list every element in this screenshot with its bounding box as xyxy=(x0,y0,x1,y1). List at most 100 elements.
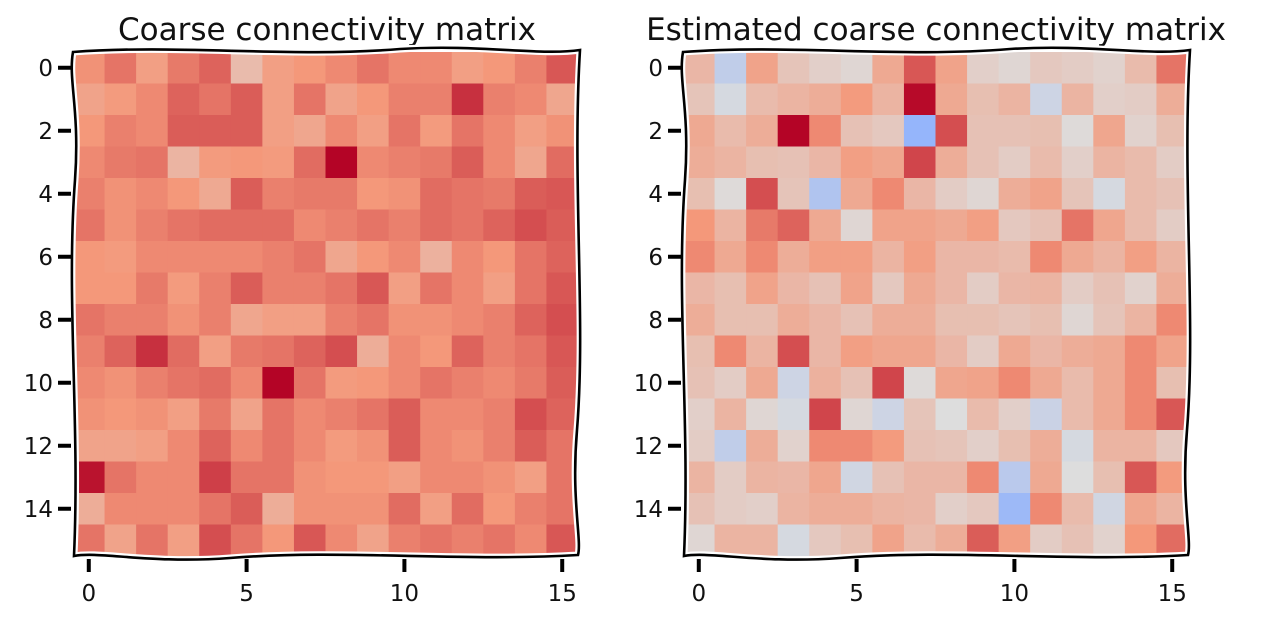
heatmap-cell xyxy=(1030,115,1063,148)
heatmap-cell xyxy=(199,146,232,179)
heatmap-cell xyxy=(262,367,295,400)
heatmap-cell xyxy=(998,335,1031,368)
heatmap-cell xyxy=(514,115,548,148)
heatmap-cell xyxy=(483,367,516,400)
heatmap-cell xyxy=(777,146,810,179)
heatmap-cell xyxy=(1156,83,1189,116)
heatmap-cell xyxy=(388,430,421,463)
heatmap-cell xyxy=(1030,83,1063,116)
heatmap-cell xyxy=(777,209,810,242)
heatmap-cell xyxy=(935,209,968,242)
heatmap-cell xyxy=(809,241,842,274)
heatmap-cell xyxy=(325,461,358,494)
heatmap-cell xyxy=(230,461,263,494)
heatmap-cell xyxy=(1093,178,1126,211)
heatmap-cell xyxy=(1124,304,1158,337)
heatmap-cell xyxy=(1156,241,1189,274)
heatmap-cell xyxy=(935,241,968,274)
y-tick-label: 2 xyxy=(648,119,663,145)
heatmap-cell xyxy=(546,398,579,431)
heatmap-cell xyxy=(998,52,1031,85)
heatmap-cell xyxy=(262,272,295,305)
heatmap-cell xyxy=(809,209,842,242)
heatmap-cell xyxy=(746,115,779,148)
heatmap-cell xyxy=(167,241,200,274)
y-tick-label: 10 xyxy=(634,371,663,397)
heatmap-cell xyxy=(451,52,484,85)
heatmap-cell xyxy=(1124,461,1158,494)
heatmap-cell xyxy=(1030,146,1063,179)
heatmap-cell xyxy=(998,493,1031,526)
heatmap-cell xyxy=(136,398,169,431)
heatmap-cell xyxy=(420,335,453,368)
heatmap-cell xyxy=(714,83,747,116)
heatmap-cell xyxy=(293,335,327,368)
heatmap-cell xyxy=(840,430,873,463)
heatmap-cell xyxy=(777,52,810,85)
heatmap-cell xyxy=(136,52,169,85)
heatmap-cell xyxy=(777,461,810,494)
heatmap-cell xyxy=(1124,178,1158,211)
heatmap-cell xyxy=(514,335,548,368)
heatmap-cell xyxy=(357,83,390,116)
heatmap-cell xyxy=(777,398,810,431)
y-tick-label: 0 xyxy=(648,56,663,82)
heatmap-cell xyxy=(683,241,716,274)
heatmap-cell xyxy=(1156,272,1189,305)
heatmap-cell xyxy=(809,367,842,400)
heatmap-cell xyxy=(714,398,747,431)
heatmap-cell xyxy=(230,367,263,400)
heatmap-cell xyxy=(1030,461,1063,494)
heatmap-cell xyxy=(199,209,232,242)
heatmap-cell xyxy=(199,115,232,148)
heatmap-cell xyxy=(104,241,137,274)
heatmap-cell xyxy=(483,83,516,116)
heatmap-cell xyxy=(357,115,390,148)
y-tick-label: 6 xyxy=(38,245,53,271)
heatmap-cell xyxy=(388,493,421,526)
heatmap-cell xyxy=(967,52,1000,85)
heatmap-cell xyxy=(1124,241,1158,274)
heatmap-cell xyxy=(262,398,295,431)
heatmap-cell xyxy=(420,241,453,274)
heatmap-cell xyxy=(136,83,169,116)
heatmap-cell xyxy=(262,430,295,463)
heatmap-cell xyxy=(1061,524,1094,557)
heatmap-cell xyxy=(325,493,358,526)
x-tick-label: 10 xyxy=(390,581,419,607)
heatmap-cell xyxy=(483,241,516,274)
heatmap-cell xyxy=(388,335,421,368)
heatmap-cell xyxy=(73,304,106,337)
heatmap-cell xyxy=(809,52,842,85)
heatmap-cell xyxy=(483,335,516,368)
heatmap-cell xyxy=(967,335,1000,368)
heatmap-cell xyxy=(546,524,579,557)
heatmap-cell xyxy=(1093,335,1126,368)
heatmap-cell xyxy=(483,52,516,85)
heatmap-cell xyxy=(325,335,358,368)
heatmap-cell xyxy=(1156,304,1189,337)
heatmap-cell xyxy=(230,83,263,116)
heatmap-cell xyxy=(262,115,295,148)
heatmap-cell xyxy=(388,146,421,179)
heatmap-cell xyxy=(967,209,1000,242)
heatmap-cell xyxy=(935,83,968,116)
heatmap-cell xyxy=(683,367,716,400)
heatmap-cell xyxy=(1156,209,1189,242)
heatmap-cell xyxy=(746,430,779,463)
heatmap-cell xyxy=(262,335,295,368)
heatmap-cell xyxy=(683,178,716,211)
heatmap-cell xyxy=(714,367,747,400)
heatmap-cell xyxy=(683,272,716,305)
heatmap-cell xyxy=(73,241,106,274)
heatmap-cell xyxy=(746,178,779,211)
heatmap-cell xyxy=(903,52,937,85)
heatmap-cell xyxy=(167,83,200,116)
heatmap-cell xyxy=(809,178,842,211)
heatmap-cell xyxy=(136,493,169,526)
heatmap-cell xyxy=(872,52,905,85)
heatmap-cell xyxy=(514,524,548,557)
heatmap-cell xyxy=(104,272,137,305)
heatmap-cell xyxy=(935,178,968,211)
heatmap-cell xyxy=(325,304,358,337)
